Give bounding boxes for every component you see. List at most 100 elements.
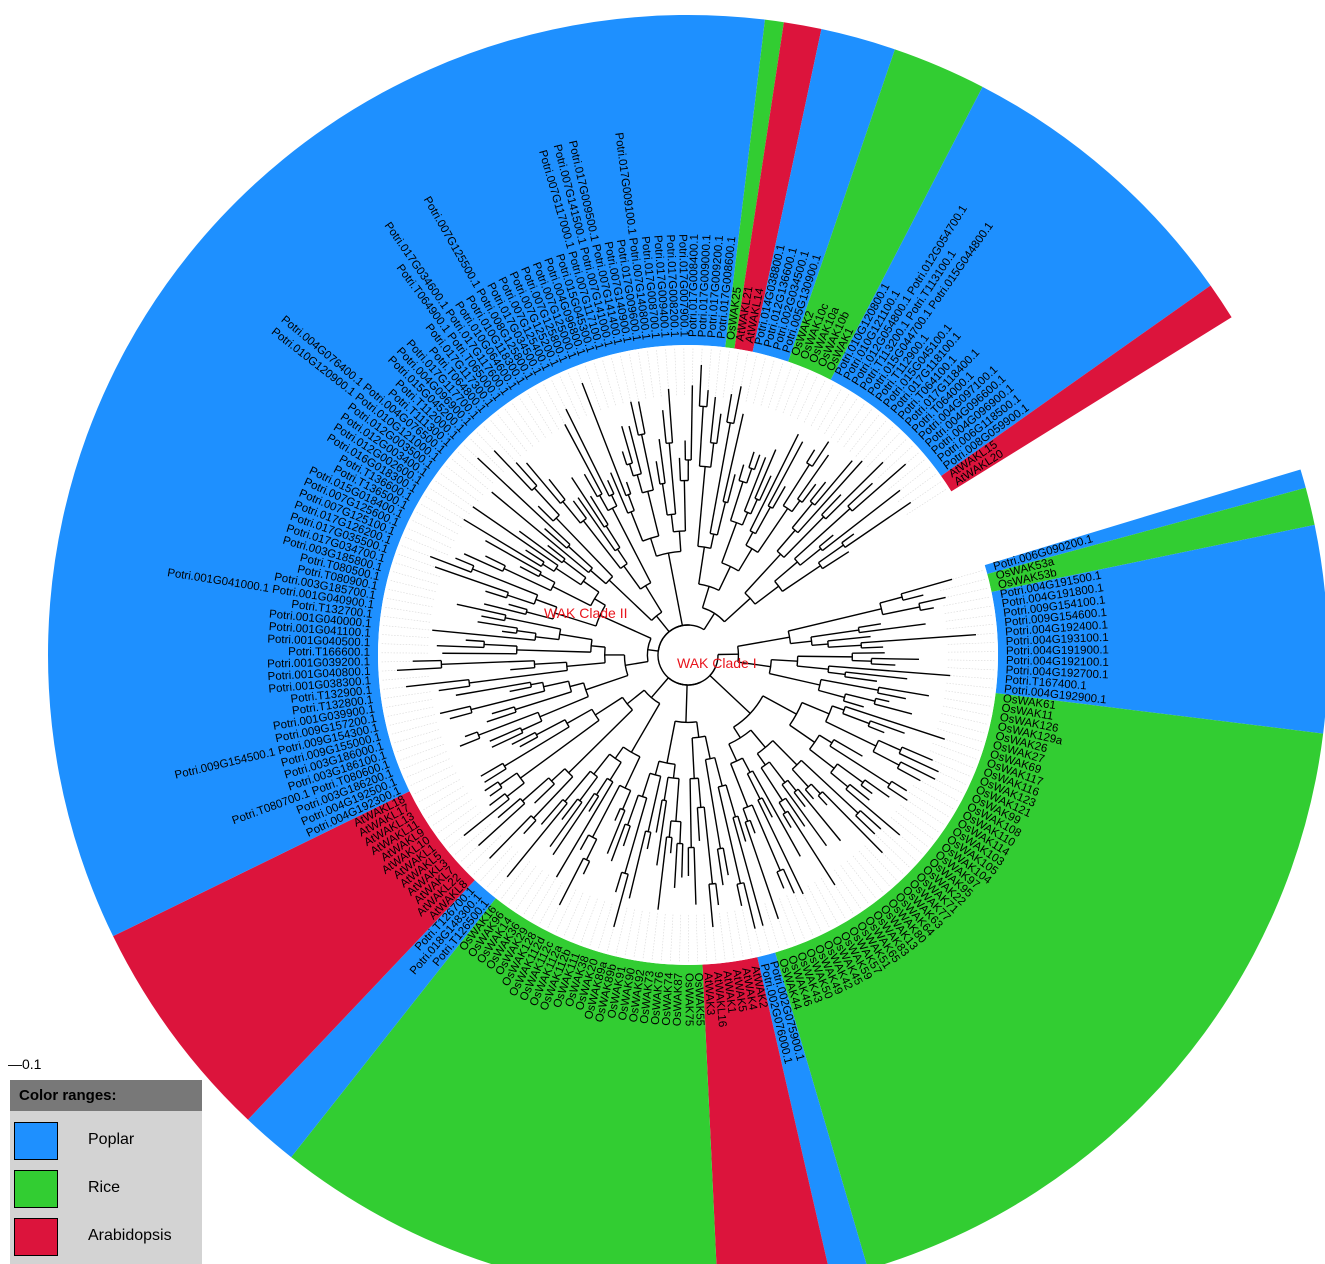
tree-branch-arc [505, 592, 509, 599]
tree-branch-arc [638, 433, 646, 436]
tree-branch-arc [782, 505, 793, 513]
tree-branch-arc [738, 479, 747, 484]
tree-branch [579, 776, 599, 802]
leaf-guide-line [434, 479, 475, 508]
tree-branch [514, 691, 572, 711]
tree-branch [621, 426, 634, 464]
leaf-guide-line [571, 895, 591, 941]
tree-branch [776, 871, 785, 889]
tree-branch [406, 678, 469, 688]
tree-branch [799, 548, 822, 566]
tree-branch [594, 696, 623, 716]
tree-branch [729, 481, 744, 521]
tree-branch [621, 451, 628, 465]
tree-branch-arc [670, 820, 681, 823]
band-arabidopsis-11 [734, 22, 822, 352]
tree-branch [818, 534, 834, 548]
leaf-guide-line [456, 451, 494, 484]
tree-branch [646, 832, 652, 850]
tree-branch [438, 685, 470, 692]
leaf-guide-line [745, 354, 757, 402]
scale-bar-label: 0.1 [22, 1056, 42, 1072]
tree-branch [489, 815, 532, 859]
tree-branch [548, 478, 566, 501]
band-rice-6 [291, 898, 717, 1264]
leaf-guide-line [852, 855, 884, 894]
tree-branch-arc [756, 740, 774, 755]
leaf-guide-line [691, 347, 694, 396]
tree-branch [486, 711, 517, 723]
leaf-guide-line [893, 465, 932, 496]
tree-branch [624, 797, 648, 874]
leaf-guide-line [861, 425, 894, 462]
tree-branch [787, 779, 797, 792]
tree-branch [561, 798, 579, 820]
tree-branch [788, 608, 882, 632]
leaf-guide-line [742, 909, 753, 957]
leaf-guide-line [885, 823, 923, 855]
band-rice-1 [987, 487, 1315, 592]
leaf-guide-line [398, 744, 444, 762]
tree-branch [769, 672, 820, 686]
tree-branch-arc [791, 759, 802, 770]
leaf-guide-line [555, 889, 577, 934]
tree-branch [593, 753, 611, 775]
leaf-guide-line [711, 913, 717, 962]
leaf-guide-line [824, 392, 850, 434]
tree-branch-arc [745, 544, 759, 553]
leaf-guide-line [429, 487, 470, 515]
leaf-guide-line [507, 865, 537, 906]
tree-branch [737, 548, 753, 572]
tree-branch [871, 663, 896, 666]
scale-bar: —0.1 [8, 1056, 42, 1072]
tree-branch [585, 838, 598, 861]
tree-branch-arc [649, 772, 661, 777]
tree-branch [709, 422, 731, 534]
legend-label-arabidopsis: Arabidopsis [88, 1227, 172, 1244]
tree-branch [858, 623, 881, 629]
tree-branch [791, 768, 809, 788]
tree-branch [647, 649, 659, 652]
tree-branch-arc [588, 567, 593, 573]
tree-branch [485, 590, 507, 599]
leaf-guide-line [606, 905, 620, 953]
leaf-label: Potri.001G039200.1 [267, 656, 370, 670]
leaf-label: Potri.017G009000.1 [697, 234, 714, 337]
leaf-label: Potri.017G008200.1 [664, 234, 680, 337]
tree-branch-arc [659, 482, 666, 485]
tree-branch [736, 884, 743, 907]
tree-branch [697, 778, 702, 808]
leaf-label: Potri.004G192100.1 [1006, 655, 1109, 669]
tree-branch-arc [791, 527, 799, 534]
tree-branch [693, 847, 697, 905]
tree-branch [628, 425, 642, 474]
leaf-guide-line [628, 352, 639, 400]
leaf-guide-line [642, 912, 651, 960]
leaf-guide-line [439, 472, 479, 502]
tree-branch [900, 761, 936, 780]
tree-branch [825, 461, 884, 520]
leaf-guide-line [939, 578, 987, 592]
tree-branch [530, 681, 543, 686]
tree-branch-arc [717, 847, 724, 850]
tree-branch-arc [621, 871, 629, 875]
tree-branch [810, 783, 821, 795]
tree-branch [464, 731, 478, 738]
band-arabidopsis-5 [702, 957, 828, 1264]
leaf-guide-line [730, 351, 739, 399]
tree-branch [698, 364, 703, 407]
tree-branch [610, 823, 626, 862]
tree-branch [691, 737, 695, 779]
tree-branch [730, 763, 749, 808]
tree-branch [864, 779, 890, 798]
tree-branch [552, 793, 596, 856]
tree-branch [577, 497, 616, 552]
tree-branch [539, 573, 556, 584]
tree-branch [845, 693, 876, 702]
tree-branch [701, 586, 710, 609]
leaf-guide-line [939, 720, 986, 734]
band-rice-10 [725, 19, 784, 349]
tree-branch-arc [515, 628, 519, 634]
tree-branch [636, 474, 644, 493]
